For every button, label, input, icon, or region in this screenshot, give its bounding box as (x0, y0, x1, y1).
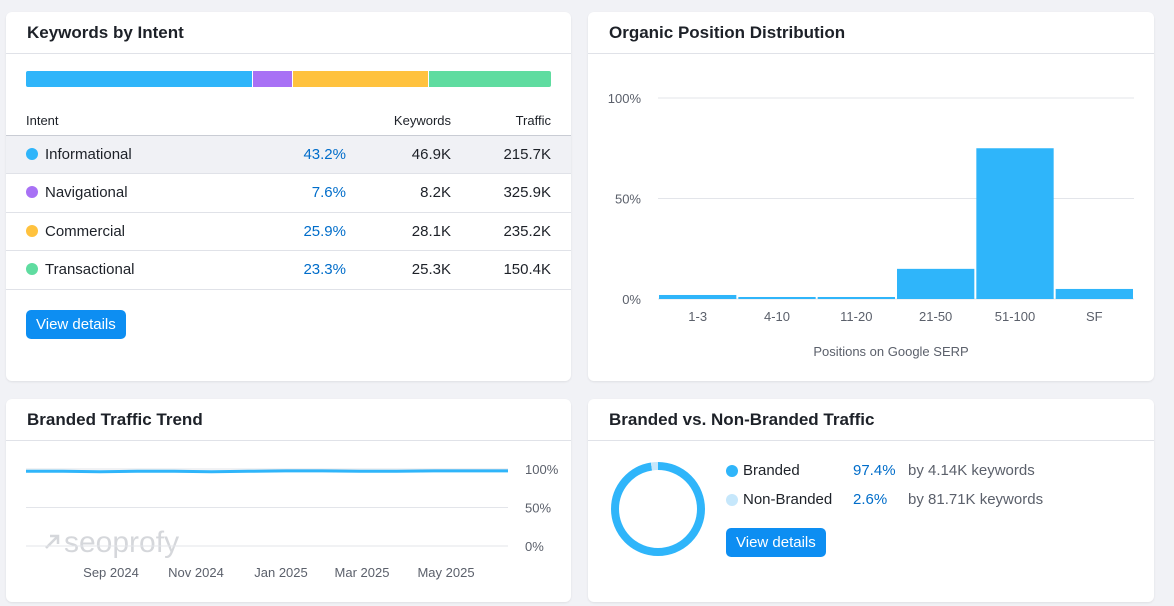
x-tick-label: Jan 2025 (254, 565, 308, 580)
x-tick-label: 1-3 (688, 309, 707, 324)
watermark-text: seoprofy (64, 526, 179, 559)
y-tick-label: 50% (525, 501, 551, 516)
intent-segment-informational (26, 71, 253, 87)
intent-keywords: 8.2K (346, 173, 451, 213)
branded-label: Branded (743, 462, 800, 479)
watermark-logo: seoprofy (45, 526, 179, 559)
branded-card-title: Branded vs. Non-Branded Traffic (588, 399, 1154, 441)
table-row[interactable]: Commercial 25.9% 28.1K 235.2K (6, 212, 571, 251)
intent-percent[interactable]: 25.9% (236, 212, 346, 251)
intent-segment-commercial (292, 71, 429, 87)
x-tick-label: Nov 2024 (168, 565, 224, 580)
y-tick-label: 0% (622, 292, 641, 307)
intent-percent[interactable]: 7.6% (236, 173, 346, 213)
intent-segment-transactional (428, 71, 551, 87)
position-bar-chart: 0% 50% 100% 1-3 4-10 11-20 21-50 51-100 SF Positi… (608, 91, 1134, 359)
intent-traffic: 215.7K (451, 135, 571, 174)
intent-distribution-bar (26, 71, 551, 87)
intent-keywords: 28.1K (346, 212, 451, 251)
x-tick-label: 11-20 (840, 309, 872, 324)
y-tick-label: 100% (608, 91, 642, 106)
x-tick-label: 51-100 (995, 309, 1035, 324)
non-branded-percent[interactable]: 2.6% (853, 491, 888, 508)
branded-view-details-button[interactable]: View details (726, 528, 826, 557)
organic-position-card: Organic Position Distribution 0% 50% 100% 1… (588, 12, 1154, 381)
donut-slice-non-branded[interactable] (611, 462, 705, 556)
intent-keywords: 46.9K (346, 135, 451, 174)
branded-dot-icon (726, 465, 738, 477)
intent-segment-navigational (252, 71, 293, 87)
trend-line-chart: seoprofy 0% 50% 100% Sep 2024 Nov 2024 Jan 20… (26, 462, 559, 580)
intent-label: Navigational (45, 184, 128, 202)
bar-4-10[interactable] (738, 296, 816, 299)
column-traffic: Traffic (451, 107, 571, 136)
intent-label: Informational (45, 145, 132, 163)
y-tick-label: 100% (525, 462, 559, 477)
bar-11-20[interactable] (817, 296, 895, 299)
table-row[interactable]: Navigational 7.6% 8.2K 325.9K (6, 173, 571, 213)
intent-label: Transactional (45, 261, 135, 279)
bar-1-3[interactable] (659, 294, 737, 299)
x-tick-label: SF (1086, 309, 1103, 324)
branded-percent[interactable]: 97.4% (853, 462, 896, 479)
column-intent: Intent (6, 107, 236, 136)
x-tick-label: 4-10 (764, 309, 790, 324)
table-row[interactable]: Transactional 23.3% 25.3K 150.4K (6, 250, 571, 290)
intent-table: Intent Keywords Traffic Informational 43… (6, 107, 571, 290)
bar-51-100[interactable] (976, 148, 1054, 299)
non-branded-dot-icon (726, 494, 738, 506)
intent-table-header: Intent Keywords Traffic (6, 107, 571, 136)
x-tick-label: 21-50 (919, 309, 952, 324)
bar-21-50[interactable] (897, 268, 975, 299)
x-tick-label: Mar 2025 (335, 565, 390, 580)
intent-percent[interactable]: 43.2% (236, 135, 346, 174)
bar-SF[interactable] (1055, 288, 1133, 299)
x-tick-label: May 2025 (417, 565, 474, 580)
trend-card-title: Branded Traffic Trend (6, 399, 571, 441)
column-keywords: Keywords (346, 107, 451, 136)
branded-donut-chart (611, 462, 705, 556)
position-card-title: Organic Position Distribution (588, 12, 1154, 54)
y-tick-label: 50% (615, 192, 641, 207)
intent-keywords: 25.3K (346, 250, 451, 290)
keywords-by-intent-card: Keywords by Intent Intent Keywords Traff… (6, 12, 571, 381)
navigational-dot-icon (26, 186, 38, 199)
informational-dot-icon (26, 147, 38, 160)
transactional-dot-icon (26, 263, 38, 276)
commercial-dot-icon (26, 224, 38, 237)
y-tick-label: 0% (525, 539, 544, 554)
non-branded-label: Non-Branded (743, 491, 833, 508)
branded-trend-line[interactable] (26, 469, 508, 474)
x-tick-label: Sep 2024 (83, 565, 139, 580)
branded-traffic-trend-card: Branded Traffic Trend seoprofy 0% 50% 100%… (6, 399, 571, 602)
intent-traffic: 235.2K (451, 212, 571, 251)
intent-label: Commercial (45, 222, 126, 240)
intent-card-title: Keywords by Intent (6, 12, 571, 54)
intent-traffic: 325.9K (451, 173, 571, 213)
non-branded-note: by 81.71K keywords (908, 491, 1044, 508)
donut-slice-branded[interactable] (611, 462, 705, 556)
branded-note: by 4.14K keywords (908, 462, 1035, 479)
intent-percent[interactable]: 23.3% (236, 250, 346, 290)
branded-vs-nonbranded-card: Branded vs. Non-Branded Traffic Branded … (588, 399, 1154, 602)
table-row[interactable]: Informational 43.2% 46.9K 215.7K (6, 135, 571, 174)
x-axis-label: Positions on Google SERP (813, 344, 968, 359)
intent-traffic: 150.4K (451, 250, 571, 290)
intent-view-details-button[interactable]: View details (26, 310, 126, 339)
